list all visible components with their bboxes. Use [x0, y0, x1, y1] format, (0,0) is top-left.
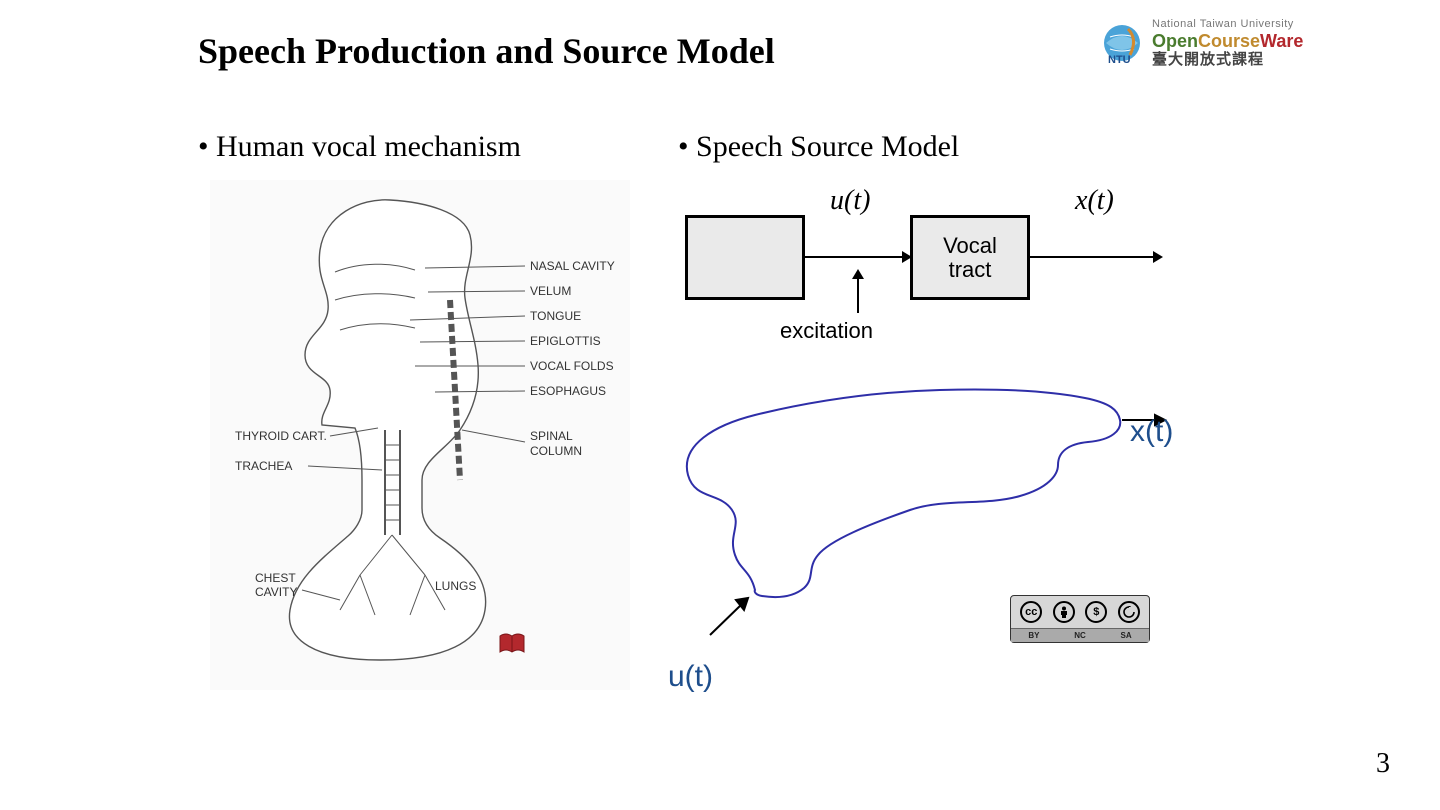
arrow-u-head: [902, 251, 912, 263]
cc-icon: cc: [1020, 601, 1042, 623]
anatomy-label: TRACHEA: [235, 459, 292, 473]
anatomy-label: NASAL CAVITY: [530, 259, 615, 273]
cc-license-badge: cc $ BY NC SA: [1010, 595, 1150, 643]
x-of-t-math: x(t): [1075, 185, 1114, 217]
globe-icon: NTU: [1100, 21, 1144, 65]
anatomy-label: SPINAL: [530, 429, 573, 443]
nc-icon: $: [1085, 601, 1107, 623]
anatomy-label: ESOPHAGUS: [530, 384, 606, 398]
block-excitation-box: [685, 215, 805, 300]
sa-icon: [1118, 601, 1140, 623]
bullet-source-model: • Speech Source Model: [678, 130, 959, 164]
anatomy-label: VELUM: [530, 284, 571, 298]
ut-input-label: u(t): [668, 660, 713, 694]
xt-output-label: x(t): [1130, 415, 1173, 449]
cc-by: BY: [1028, 631, 1039, 640]
logo-line3: 臺大開放式課程: [1152, 51, 1303, 68]
logo-line1: National Taiwan University: [1152, 18, 1303, 31]
block-diagram: Vocal tract u(t) x(t) excitation: [685, 185, 1205, 335]
university-logo: NTU National Taiwan University OpenCours…: [1100, 18, 1360, 69]
anatomy-label: COLUMN: [530, 444, 582, 458]
arrow-u: [805, 256, 908, 258]
arrow-excitation-head: [852, 269, 864, 279]
cc-sa: SA: [1120, 631, 1131, 640]
box2-line1: Vocal: [943, 233, 997, 258]
cc-nc: NC: [1074, 631, 1086, 640]
anatomy-label: THYROID CART.: [235, 429, 327, 443]
arrow-x: [1030, 256, 1160, 258]
box2-line2: tract: [949, 257, 992, 282]
bullet-human-vocal: • Human vocal mechanism: [198, 130, 521, 164]
u-of-t-math: u(t): [830, 185, 870, 217]
book-icon: [498, 632, 526, 654]
excitation-label: excitation: [780, 318, 873, 344]
anatomy-label: CAVITY: [255, 585, 297, 599]
anatomy-label: TONGUE: [530, 309, 581, 323]
anatomy-label: VOCAL FOLDS: [530, 359, 614, 373]
page-number: 3: [1376, 748, 1390, 780]
arrow-excitation: [857, 277, 859, 313]
slide: Speech Production and Source Model NTU N…: [0, 0, 1440, 810]
anatomy-diagram: NASAL CAVITY VELUM TONGUE EPIGLOTTIS VOCAL F…: [210, 180, 630, 690]
anatomy-label: EPIGLOTTIS: [530, 334, 601, 348]
arrow-x-head: [1153, 251, 1163, 263]
svg-text:NTU: NTU: [1108, 54, 1131, 65]
block-vocal-tract-box: Vocal tract: [910, 215, 1030, 300]
by-icon: [1053, 601, 1075, 623]
logo-line2: OpenCourseWare: [1152, 31, 1303, 52]
anatomy-label: LUNGS: [435, 579, 476, 593]
slide-title: Speech Production and Source Model: [198, 30, 775, 72]
anatomy-label: CHEST: [255, 571, 296, 585]
